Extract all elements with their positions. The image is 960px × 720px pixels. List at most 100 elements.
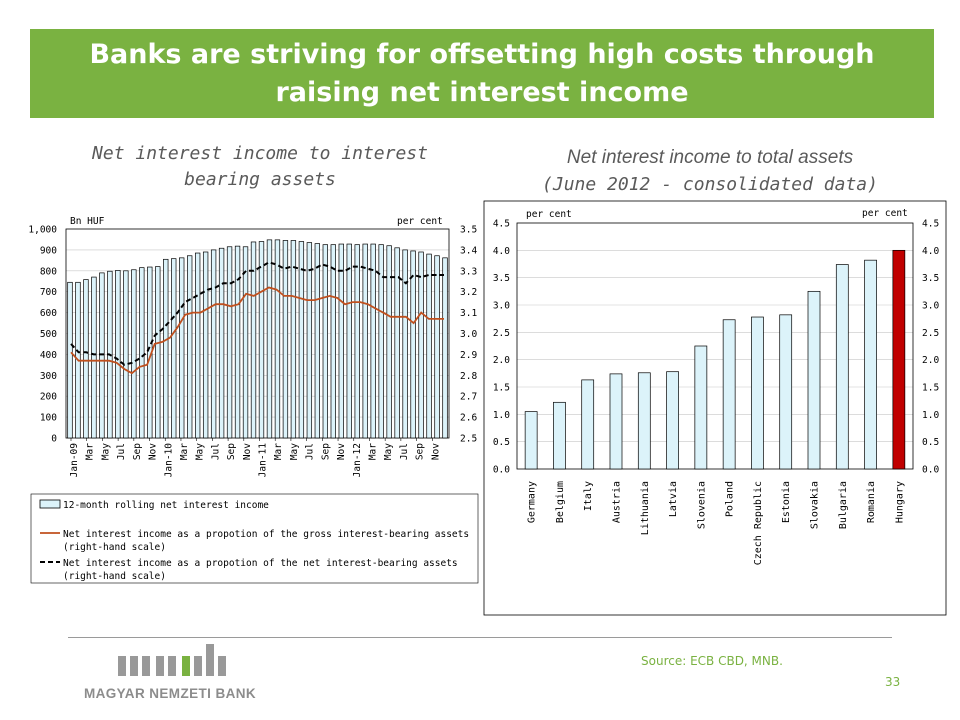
left-bar [155, 266, 161, 439]
right-chart-unit-left: per cent [526, 209, 572, 220]
source-note: Source: ECB CBD, MNB. [641, 654, 783, 668]
right-x-category-label: Latvia [668, 481, 679, 517]
left-bar [83, 279, 89, 439]
legend-label-bars: 12-month rolling net interest income [63, 500, 269, 511]
left-bar [171, 258, 177, 439]
legend-label-gross-l2: (right-hand scale) [63, 542, 166, 553]
left-x-tick-label: Nov [148, 443, 159, 460]
right-chart-y-tick-right: 1.5 [922, 383, 939, 394]
left-bar [99, 272, 105, 439]
right-chart-y-tick-left: 2.0 [493, 355, 510, 366]
left-bar [91, 276, 97, 439]
left-x-tick-label: Jan-09 [69, 443, 80, 478]
left-x-tick-label: Mar [179, 443, 190, 460]
right-bar [609, 373, 623, 470]
left-bar [194, 252, 201, 439]
right-bar [835, 264, 849, 470]
right-x-category-label: Romania [866, 481, 877, 523]
right-x-category-label: Slovakia [810, 481, 821, 529]
left-bar [306, 242, 313, 439]
right-y-tick-label: 2.9 [460, 350, 477, 361]
left-bar [250, 241, 257, 439]
left-bar [123, 270, 129, 439]
left-y-tick-label: 900 [40, 245, 57, 256]
left-bar [202, 251, 209, 439]
right-chart-y-tick-left: 0.5 [493, 437, 510, 448]
left-bar [282, 240, 289, 439]
left-y-tick-label: 700 [40, 287, 57, 298]
left-legend-box [30, 493, 479, 584]
left-x-tick-label: Jul [116, 443, 127, 460]
right-chart-y-tick-right: 4.0 [922, 246, 939, 257]
legend-label-gross-l1: Net interest income as a propotion of th… [63, 529, 469, 540]
left-plot-frame [65, 228, 450, 439]
right-y-tick-label: 3.3 [460, 266, 477, 277]
left-x-tick-label: Jul [305, 443, 316, 460]
left-x-tick-label: Sep [132, 443, 143, 460]
left-bar [163, 258, 169, 439]
right-chart-subtitle: Net interest income to total assets (Jun… [500, 144, 920, 198]
legend-label-net-l2: (right-hand scale) [63, 571, 166, 582]
left-bar [242, 246, 249, 439]
right-subtitle-line1: Net interest income to total assets [566, 147, 854, 168]
left-x-tick-label: Mar [367, 443, 378, 460]
right-bar [864, 259, 877, 470]
left-bar [330, 244, 336, 439]
left-y-tick-label: 1,000 [28, 225, 57, 236]
right-y-tick-label: 3.4 [460, 245, 477, 256]
left-bar [338, 243, 344, 439]
left-y-tick-label: 500 [40, 329, 57, 340]
left-y-tick-label: 400 [40, 350, 57, 361]
left-y-tick-label: 800 [40, 266, 57, 277]
left-x-tick-label: Nov [336, 443, 347, 460]
net-assets-line [70, 261, 444, 366]
left-x-tick-label: Mar [85, 443, 96, 460]
right-chart-y-tick-left: 4.5 [493, 219, 510, 230]
right-bar [694, 345, 708, 470]
left-bar [298, 241, 305, 439]
right-chart-y-tick-left: 3.0 [493, 301, 510, 312]
right-y-tick-label: 3.2 [460, 287, 477, 298]
right-bar [666, 371, 679, 470]
right-x-category-label: Poland [725, 481, 736, 517]
left-x-tick-label: Jul [210, 443, 221, 460]
legend-bar-swatch [39, 499, 61, 509]
right-chart-y-tick-right: 2.0 [922, 355, 939, 366]
legend-label-net-l1: Net interest income as a propotion of th… [63, 558, 458, 569]
right-y-tick-label: 2.6 [460, 413, 477, 424]
left-x-tick-label: Sep [415, 443, 426, 460]
footer-divider [68, 637, 892, 638]
left-bar [402, 249, 408, 439]
left-bar [418, 251, 424, 439]
right-chart-y-tick-right: 0.5 [922, 437, 939, 448]
left-bar [362, 243, 368, 439]
left-unit-label: Bn HUF [70, 216, 105, 227]
left-y-tick-label: 200 [40, 392, 57, 403]
right-x-category-label: Czech Republic [753, 481, 764, 565]
right-bar [779, 314, 793, 470]
right-chart-y-tick-right: 2.5 [922, 328, 939, 339]
left-bar [410, 250, 416, 439]
left-bar [179, 257, 185, 439]
right-chart-y-tick-left: 1.5 [493, 383, 510, 394]
right-unit-label: per cent [397, 216, 443, 227]
right-bar [553, 401, 566, 470]
right-bar [751, 316, 764, 470]
left-bar [226, 246, 233, 439]
right-x-category-label: Italy [583, 481, 594, 511]
right-y-tick-label: 3.5 [460, 225, 477, 236]
right-plot-frame [516, 222, 914, 470]
right-y-tick-label: 3.0 [460, 329, 477, 340]
left-x-tick-label: Jan-11 [258, 443, 269, 478]
right-chart-y-tick-right: 3.5 [922, 273, 939, 284]
left-bar [394, 247, 400, 439]
right-x-category-label: Hungary [894, 481, 905, 523]
right-chart-y-tick-right: 1.0 [922, 410, 939, 421]
left-bar [442, 257, 448, 439]
left-x-tick-label: Mar [273, 443, 284, 460]
left-bar [370, 243, 376, 439]
right-y-tick-label: 2.8 [460, 371, 477, 382]
left-bar [218, 247, 225, 439]
right-x-category-label: Germany [527, 481, 538, 523]
